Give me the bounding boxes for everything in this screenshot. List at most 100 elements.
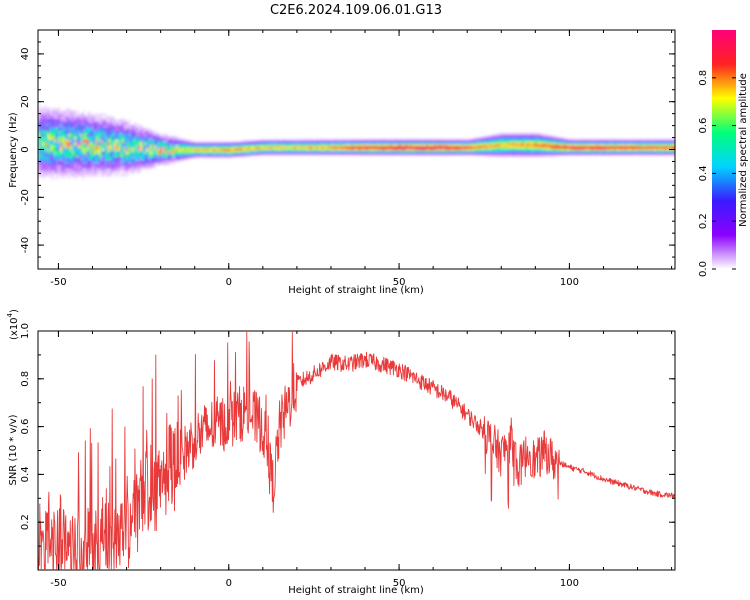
spectrogram-cell [146,150,149,154]
spectrogram-cell [558,149,561,152]
spectrogram-cell [60,167,63,172]
spectrogram-cell [634,154,637,157]
spectrogram-cell [572,152,575,155]
spectrogram-cell [94,167,97,172]
spectrogram-cell [436,144,439,147]
spectrogram-cell [42,138,45,143]
spectrogram-cell [234,152,237,155]
spectrogram-cell [458,138,461,141]
spectrogram-cell [664,146,667,149]
spectrogram-cell [488,149,491,152]
spectrogram-cell [590,145,593,148]
spectrogram-cell [478,152,481,155]
spectrogram-cell [600,152,603,155]
spectrogram-cell [306,142,309,145]
spectrogram-cell [564,142,567,145]
spectrogram-cell [300,152,303,155]
spectrogram-cell [126,167,129,172]
spectrogram-cell [118,127,121,131]
spectrogram-cell [410,144,413,147]
spectrogram-cell [244,144,247,147]
spectrogram-cell [42,150,45,154]
spectrogram-cell [494,151,497,154]
spectrogram-cell [374,139,377,142]
spectrogram-cell [306,146,309,149]
spectrogram-cell [672,139,675,142]
spectrogram-cell [80,167,83,172]
spectrogram-cell [508,152,511,155]
spectrogram-cell [40,127,43,131]
spectrogram-cell [192,148,195,151]
spectrogram-cell [314,141,317,144]
spectrogram-cell [228,148,231,151]
spectrogram-cell [472,144,475,147]
spectrogram-cell [494,136,497,139]
spectrogram-cell [478,136,481,139]
spectrogram-cell [490,146,493,149]
spectrogram-cell [608,146,611,149]
spectrogram-cell [646,146,649,149]
spectrogram-cell [458,152,461,155]
spectrogram-cell [222,151,225,154]
spectrogram-cell [608,144,611,147]
spectrogram-cell [110,116,113,120]
spectrogram-cell [332,139,335,142]
spectrogram-cell [516,138,519,141]
spectrogram-cell [560,151,563,154]
spectrogram-cell [176,136,179,140]
spectrogram-cell [536,133,539,136]
spectrogram-cell [522,151,525,154]
spectrogram-cell [136,167,139,172]
spectrogram-cell [336,145,339,148]
spectrogram-cell [188,152,191,155]
spectrogram-cell [344,152,347,155]
spectrogram-cell [60,173,63,177]
spectrogram-cell [366,146,369,149]
spectrogram-cell [620,142,623,145]
spectrogram-cell [122,124,125,129]
spectrogram-cell [120,156,123,160]
spectrogram-cell [82,127,85,131]
spectrogram-cell [466,145,469,148]
spectrogram-cell [290,139,293,142]
spectrogram-cell [512,154,515,157]
spectrogram-cell [568,149,571,152]
spectrogram-cell [226,148,229,151]
spectrogram-halo [501,140,536,149]
spectrogram-cell [610,151,613,154]
spectrogram-cell [240,141,243,144]
spectrogram-cell [504,146,507,149]
spectrogram-cell [152,133,155,137]
spectrogram-cell [114,118,117,123]
spectrogram-cell [76,173,79,177]
spectrogram-cell [56,136,59,140]
spectrogram-cell [460,146,463,149]
spectrogram-cell [408,141,411,144]
spectrogram-cell [92,121,95,126]
spectrogram-cell [134,136,137,140]
spectrogram-cell [536,151,539,154]
spectrogram-cell [296,141,299,144]
spectrogram-cell [454,146,457,149]
spectrogram-cell [142,153,145,157]
spectrogram-cell [82,116,85,120]
spectrogram-cell [454,142,457,145]
spectrogram-cell [394,146,397,149]
spectrogram-cell [416,146,419,149]
spectrogram-cell [654,142,657,145]
spectrogram-cell [94,130,97,134]
spectrogram-cell [374,151,377,154]
spectrogram-cell [504,151,507,154]
spectrogram-cell [80,138,83,143]
spectrogram-cell [84,127,87,131]
spectrogram-cell [432,142,435,145]
spectrogram-cell [484,146,487,149]
spectrogram-cell [254,139,257,142]
spectrogram-cell [48,124,51,129]
spectrogram-cell [54,110,57,114]
spectrogram-cell [514,141,517,144]
spectrogram-cell [108,161,111,166]
spectrogram-cell [288,154,291,157]
spectrogram-cell [496,133,499,136]
